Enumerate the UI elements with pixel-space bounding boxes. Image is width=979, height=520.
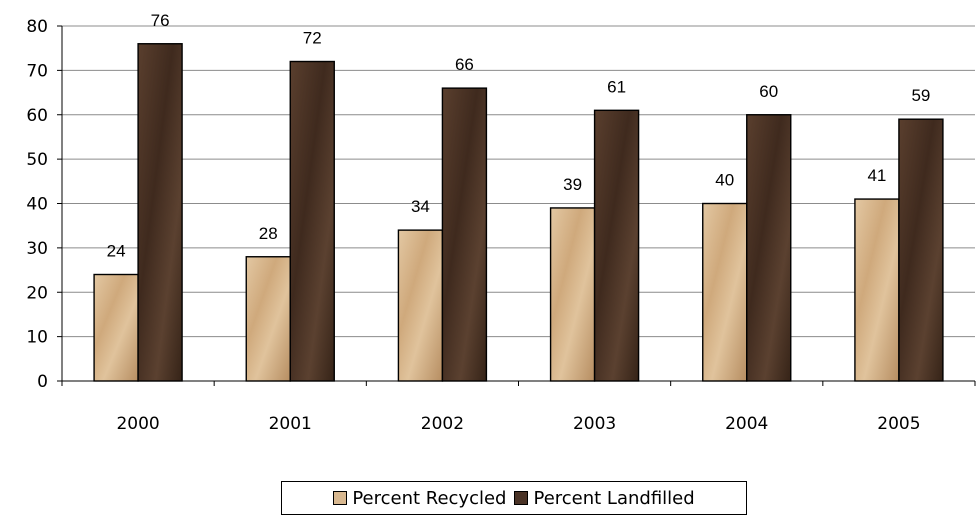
y-tick-label: 20 xyxy=(26,283,48,303)
bars xyxy=(93,43,944,382)
y-tick-label: 60 xyxy=(26,106,48,126)
data-label: 66 xyxy=(455,55,474,74)
x-tick-label: 2000 xyxy=(116,414,159,434)
legend-label-recycled: Percent Recycled xyxy=(352,487,507,509)
data-label: 24 xyxy=(107,242,126,261)
data-label: 34 xyxy=(411,197,430,216)
y-tick-label: 0 xyxy=(37,372,48,392)
data-label: 72 xyxy=(303,29,322,48)
legend-label-landfilled: Percent Landfilled xyxy=(533,487,695,509)
legend-item-recycled: Percent Recycled xyxy=(333,488,506,509)
bar-landfilled xyxy=(593,109,640,382)
bar-landfilled xyxy=(289,60,335,382)
x-tick-label: 2002 xyxy=(421,414,464,434)
data-labels: 24 76 28 72 34 66 39 61 40 60 41 59 xyxy=(107,11,931,261)
x-tick-label: 2005 xyxy=(877,414,920,434)
bar-recycled xyxy=(397,229,444,382)
y-tick-label: 40 xyxy=(26,195,48,215)
chart-canvas: 0 10 20 30 40 50 60 70 80 2000 2001 2002 2003 2004 200… xyxy=(26,11,976,434)
bar-recycled xyxy=(245,256,291,382)
y-tick-label: 30 xyxy=(26,239,48,259)
data-label: 39 xyxy=(563,175,582,194)
axes: 0 10 20 30 40 50 60 70 80 2000 2001 2002 2003 2004 200… xyxy=(26,17,976,434)
x-tick-label: 2001 xyxy=(269,414,312,434)
legend: Percent Recycled Percent Landfilled xyxy=(281,481,747,515)
bar-landfilled xyxy=(746,114,792,382)
bar-landfilled xyxy=(898,118,944,382)
y-tick-label: 80 xyxy=(26,17,48,37)
x-tick-label: 2003 xyxy=(573,414,616,434)
legend-item-landfilled: Percent Landfilled xyxy=(514,487,695,509)
bar-recycled xyxy=(702,202,748,382)
data-label: 40 xyxy=(715,171,734,190)
bar-landfilled xyxy=(441,87,488,382)
y-tick-label: 10 xyxy=(26,328,48,348)
data-label: 76 xyxy=(151,11,170,30)
data-label: 41 xyxy=(867,166,886,185)
data-label: 28 xyxy=(259,224,278,243)
legend-swatch-recycled xyxy=(333,491,348,505)
y-tick-label: 70 xyxy=(26,61,48,81)
data-label: 59 xyxy=(911,86,930,105)
bar-landfilled xyxy=(137,43,183,382)
data-label: 61 xyxy=(607,77,626,96)
bar-recycled xyxy=(93,273,139,382)
legend-swatch-landfilled xyxy=(514,491,529,505)
data-label: 60 xyxy=(759,82,778,101)
y-tick-label: 50 xyxy=(26,150,48,170)
bar-recycled xyxy=(854,198,900,382)
bar-recycled xyxy=(549,207,596,382)
gridlines xyxy=(62,25,975,338)
x-tick-label: 2004 xyxy=(725,414,768,434)
